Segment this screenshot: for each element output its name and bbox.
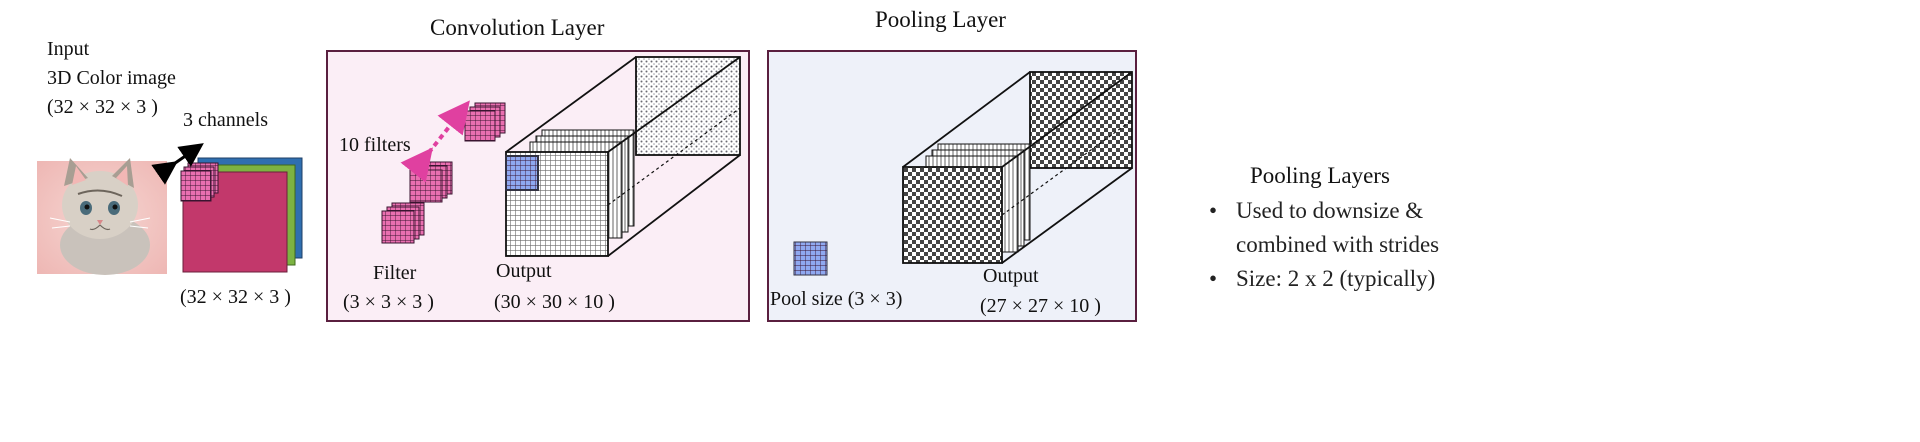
pool-output-title: Output (983, 265, 1039, 287)
filter-cube-middle (409, 161, 453, 203)
conv-output-dims: (30 × 30 × 10 ) (494, 291, 615, 313)
pool-size-grid (793, 241, 828, 276)
pool-output-dims: (27 × 27 × 10 ) (980, 295, 1101, 317)
filter-cube-bottom (381, 202, 425, 244)
conv-output-volume (505, 56, 741, 257)
notes-item-line: Used to downsize & (1236, 198, 1424, 223)
filter-dims: (3 × 3 × 3 ) (343, 291, 434, 313)
input-label: Input (47, 38, 90, 60)
filter-title: Filter (373, 262, 417, 284)
filters-arrow (400, 100, 470, 183)
channels-label: 3 channels (183, 109, 268, 131)
input-volume-dims: (32 × 32 × 3 ) (180, 286, 291, 308)
channels-arrow (151, 143, 204, 185)
input-filter-window (180, 162, 219, 202)
convolution-title: Convolution Layer (430, 15, 605, 40)
pool-output-volume (902, 71, 1133, 264)
cat-image (37, 158, 167, 275)
bullet-symbol: • (1208, 266, 1218, 291)
input-image-type: 3D Color image (47, 67, 176, 89)
notes-item-text: Used to downsize & combined with strides (1236, 194, 1439, 262)
filters-count-label: 10 filters (339, 134, 411, 156)
filter-cube-top (464, 102, 506, 142)
notes-heading: Pooling Layers (1250, 163, 1390, 188)
notes-item-text: Size: 2 x 2 (typically) (1236, 266, 1436, 291)
input-channels (180, 157, 303, 273)
pooling-title: Pooling Layer (875, 7, 1006, 32)
notes-item: • Used to downsize & combined with strid… (1190, 194, 1439, 262)
bullet-symbol: • (1208, 198, 1218, 223)
conv-output-title: Output (496, 260, 552, 282)
pool-size-label: Pool size (3 × 3) (770, 288, 903, 310)
notes-item-line: combined with strides (1236, 232, 1440, 257)
notes-item: • Size: 2 x 2 (typically) (1190, 262, 1439, 296)
input-image-dims: (32 × 32 × 3 ) (47, 96, 158, 118)
notes-list: • Used to downsize & combined with strid… (1190, 194, 1439, 296)
